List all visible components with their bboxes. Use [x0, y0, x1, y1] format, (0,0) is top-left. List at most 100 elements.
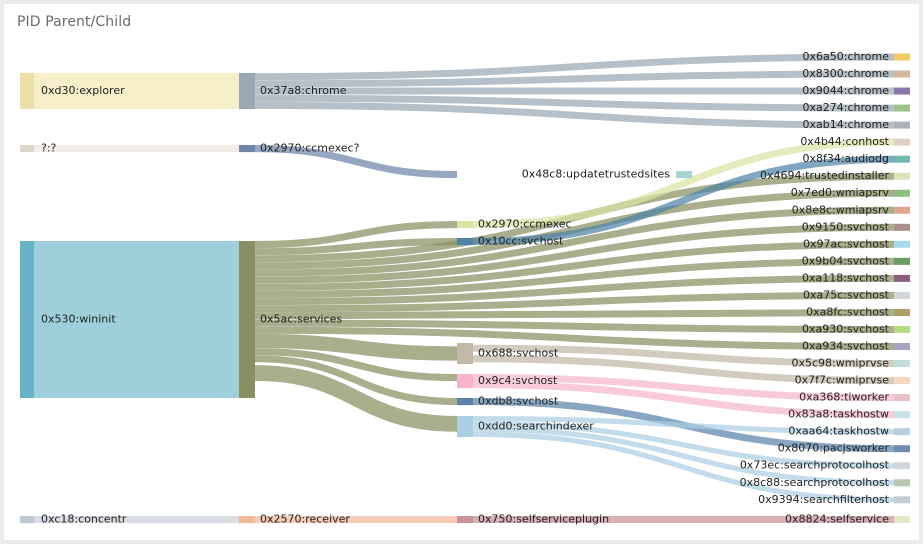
label-0xa118:svchost: 0xa118:svchost [802, 271, 890, 284]
label-0x688:svchost: 0x688:svchost [478, 347, 559, 360]
node-0x9044:chrome[interactable] [894, 87, 910, 95]
node-0x2970:ccmexec[interactable] [457, 221, 473, 229]
node-band-0xd30:explorer[interactable] [20, 73, 240, 109]
link-25[interactable] [254, 355, 458, 406]
link-7[interactable] [254, 94, 895, 112]
label-0x73ec:searchprotocolhost: 0x73ec:searchprotocolhost [740, 459, 890, 472]
node-0x6a50:chrome[interactable] [894, 53, 910, 61]
node-0xa930:svchost[interactable] [894, 325, 910, 333]
link-11[interactable] [254, 238, 458, 256]
node-0xa75c:svchost[interactable] [894, 291, 910, 299]
link-30[interactable] [472, 355, 895, 385]
link-14[interactable] [254, 206, 895, 277]
link-32[interactable] [472, 381, 895, 419]
link-16[interactable] [254, 240, 895, 291]
node-0xa8fc:svchost[interactable] [894, 308, 910, 316]
label-0x48c8:updatetrustedsites: 0x48c8:updatetrustedsites [522, 168, 670, 181]
node-0x8070:pacjsworker[interactable] [894, 445, 910, 453]
label-0x530:wininit: 0x530:wininit [41, 313, 116, 326]
link-26[interactable] [254, 365, 458, 432]
label-0x2970:ccmexec?: 0x2970:ccmexec? [260, 142, 360, 155]
link-19[interactable] [254, 291, 895, 313]
link-35[interactable] [472, 421, 895, 469]
node-0x5c98:wmiprvse[interactable] [894, 360, 910, 368]
link-15[interactable] [254, 223, 895, 284]
node-0x7ed0:wmiapsrv[interactable] [894, 189, 910, 197]
label-0xa75c:svchost: 0xa75c:svchost [803, 288, 890, 301]
node-band-0xc18:concentr[interactable] [20, 516, 240, 524]
link-23[interactable] [254, 333, 458, 361]
node-0x73ec:searchprotocolhost[interactable] [894, 462, 910, 470]
node-0xaa64:taskhostw[interactable] [894, 428, 910, 436]
link-20[interactable] [254, 308, 895, 320]
link-17[interactable] [254, 257, 895, 299]
node-0x8300:chrome[interactable] [894, 70, 910, 78]
node-0x9c4:svchost[interactable] [457, 374, 473, 389]
sankey-links [238, 53, 895, 524]
label-0x8824:selfservice: 0x8824:selfservice [785, 513, 889, 526]
node-0x8f34:audiodg[interactable] [894, 155, 910, 163]
link-13[interactable] [254, 189, 895, 270]
node-0x4b44:conhost[interactable] [894, 138, 910, 146]
node-0xab14:chrome[interactable] [894, 121, 910, 129]
node-0x688:svchost[interactable] [457, 343, 473, 364]
link-24[interactable] [254, 348, 458, 382]
node-0xa274:chrome[interactable] [894, 104, 910, 112]
node-0x37a8:chrome[interactable] [239, 73, 255, 109]
node-0x2570:receiver[interactable] [239, 516, 255, 524]
node-0xa934:svchost[interactable] [894, 343, 910, 351]
label-0x2970:ccmexec: 0x2970:ccmexec [478, 218, 572, 231]
node-0x9b04:svchost[interactable] [894, 257, 910, 265]
node-0x2970:ccmexec?[interactable] [239, 145, 255, 153]
node-0x97ac:svchost[interactable] [894, 240, 910, 248]
node-0x8c88:searchprotocolhost[interactable] [894, 479, 910, 487]
node-bar-?:?[interactable] [20, 145, 34, 153]
node-band-0x530:wininit[interactable] [20, 241, 240, 398]
node-0x48c8:updatetrustedsites[interactable] [676, 171, 692, 179]
node-0xdd0:searchindexer[interactable] [457, 416, 473, 437]
node-0xa368:tiworker[interactable] [894, 394, 910, 402]
link-34[interactable] [472, 416, 895, 435]
link-9[interactable] [254, 145, 458, 179]
node-bar-0xd30:explorer[interactable] [20, 73, 34, 109]
node-0x9394:searchfilterhost[interactable] [894, 496, 910, 504]
label-0x9394:searchfilterhost: 0x9394:searchfilterhost [758, 493, 890, 506]
node-0x8e8c:wmiapsrv[interactable] [894, 206, 910, 214]
link-31[interactable] [472, 374, 895, 402]
node-0xa118:svchost[interactable] [894, 274, 910, 282]
link-21[interactable] [254, 319, 895, 333]
link-29[interactable] [472, 344, 895, 368]
node-0x7f7c:wmiprvse[interactable] [894, 377, 910, 385]
node-bar-0x530:wininit[interactable] [20, 241, 34, 398]
label-0x37a8:chrome: 0x37a8:chrome [260, 84, 347, 97]
label-0xa934:svchost: 0xa934:svchost [802, 340, 890, 353]
label-0x8c88:searchprotocolhost: 0x8c88:searchprotocolhost [740, 476, 890, 489]
link-37[interactable] [472, 431, 895, 503]
label-0x4694:trustedinstaller: 0x4694:trustedinstaller [760, 169, 890, 182]
node-0x83a8:taskhostw[interactable] [894, 411, 910, 419]
link-28[interactable] [472, 155, 895, 246]
link-5[interactable] [254, 70, 895, 88]
label-0x9044:chrome: 0x9044:chrome [802, 84, 889, 97]
node-bar-0xc18:concentr[interactable] [20, 516, 34, 524]
label-0xdb8:svchost: 0xdb8:svchost [478, 395, 559, 408]
label-0xa8fc:svchost: 0xa8fc:svchost [806, 305, 890, 318]
node-0xdb8:svchost[interactable] [457, 398, 473, 406]
label-0xc18:concentr: 0xc18:concentr [41, 513, 127, 526]
node-0x10cc:svchost[interactable] [457, 238, 473, 246]
link-10[interactable] [254, 221, 458, 249]
node-0x9150:svchost[interactable] [894, 223, 910, 231]
link-4[interactable] [254, 53, 895, 81]
label-0xa368:tiworker: 0xa368:tiworker [799, 391, 889, 404]
link-27[interactable] [472, 138, 895, 229]
node-0x5ac:services[interactable] [239, 241, 255, 398]
link-36[interactable] [472, 426, 895, 486]
link-8[interactable] [254, 101, 895, 129]
link-22[interactable] [254, 326, 895, 351]
link-18[interactable] [254, 274, 895, 306]
node-0x8824:selfservice[interactable] [894, 516, 910, 523]
node-band-?:?[interactable] [20, 145, 240, 153]
node-0x4694:trustedinstaller[interactable] [894, 172, 910, 180]
node-0x750:selfserviceplugin[interactable] [457, 516, 473, 524]
label-0x7ed0:wmiapsrv: 0x7ed0:wmiapsrv [791, 186, 890, 199]
